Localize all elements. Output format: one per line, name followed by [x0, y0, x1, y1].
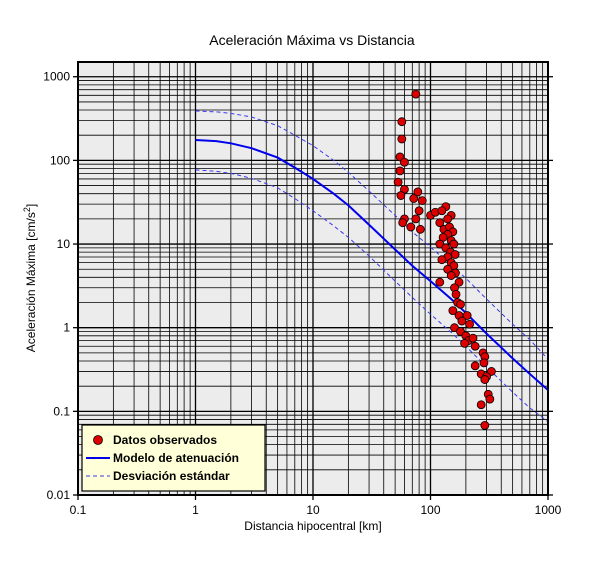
data-point	[448, 306, 458, 316]
data-point	[480, 420, 490, 430]
data-point	[411, 89, 421, 99]
data-point	[465, 319, 474, 329]
y-tick-label: 100	[50, 153, 70, 167]
attenuation-model-line	[195, 139, 549, 391]
x-axis-title: Distancia hipocentral [km]	[244, 519, 381, 533]
data-point	[470, 361, 480, 371]
data-point	[437, 206, 447, 216]
data-point	[406, 222, 416, 232]
data-point	[485, 394, 495, 404]
data-point	[460, 338, 469, 348]
data-point	[456, 299, 465, 309]
data-point	[414, 206, 424, 216]
data-points	[393, 89, 496, 430]
data-point	[413, 187, 423, 197]
std-deviation-line	[195, 169, 549, 423]
data-point	[479, 358, 489, 368]
data-point	[393, 177, 403, 187]
data-point	[411, 214, 421, 224]
data-point	[409, 194, 419, 203]
y-tick-label: 10	[57, 237, 71, 251]
data-point	[395, 166, 405, 176]
data-point	[443, 214, 453, 224]
data-point	[449, 239, 459, 249]
data-point	[451, 289, 461, 299]
x-tick-label: 100	[420, 503, 440, 517]
data-point	[415, 224, 425, 234]
legend-label-observed: Datos observados	[113, 433, 217, 447]
x-tick-label: 1000	[535, 503, 562, 517]
x-tick-label: 1	[192, 503, 199, 517]
data-point	[457, 316, 467, 326]
data-point	[437, 255, 447, 265]
grid-lines	[77, 62, 548, 496]
data-point	[470, 341, 480, 351]
data-point	[462, 311, 472, 320]
y-tick-label: 0.01	[47, 488, 71, 502]
y-tick-label: 1000	[43, 70, 70, 84]
y-tick-label: 0.1	[53, 404, 70, 418]
series-layer	[195, 110, 549, 423]
y-axis-title-sup: 2	[22, 207, 32, 212]
legend-box	[81, 424, 266, 492]
x-axis-ticks: 0.1 1 10 100 1000	[70, 495, 562, 517]
data-point	[397, 134, 407, 144]
data-point	[476, 400, 486, 410]
data-point	[468, 333, 478, 343]
y-axis-title-end: ]	[24, 204, 38, 207]
legend-label-std: Desviación estándar	[113, 469, 230, 483]
data-point	[396, 191, 406, 200]
data-point	[435, 218, 445, 228]
data-point	[480, 375, 490, 384]
data-point	[417, 196, 427, 206]
legend-marker-observed	[93, 435, 103, 445]
chart-title: Aceleración Máxima vs Distancia	[209, 32, 415, 48]
data-point	[450, 250, 460, 259]
x-tick-label: 10	[306, 503, 320, 517]
y-tick-label: 1	[63, 321, 70, 335]
data-point	[398, 218, 408, 228]
std-deviation-line	[195, 110, 549, 360]
x-tick-label: 0.1	[70, 503, 87, 517]
data-point	[446, 271, 456, 280]
y-axis-title: Aceleración Máxima [cm/s2]	[22, 204, 38, 352]
legend-label-model: Modelo de atenuación	[113, 451, 239, 465]
data-point	[435, 277, 445, 287]
legend: Datos observados Modelo de atenuación De…	[81, 424, 266, 492]
data-point	[400, 157, 409, 167]
y-axis-ticks: 0.01 0.1 1 10 100 1000	[43, 70, 553, 502]
data-point	[397, 117, 407, 127]
y-axis-title-main: Aceleración Máxima [cm/s	[24, 212, 38, 352]
data-point	[454, 277, 464, 287]
